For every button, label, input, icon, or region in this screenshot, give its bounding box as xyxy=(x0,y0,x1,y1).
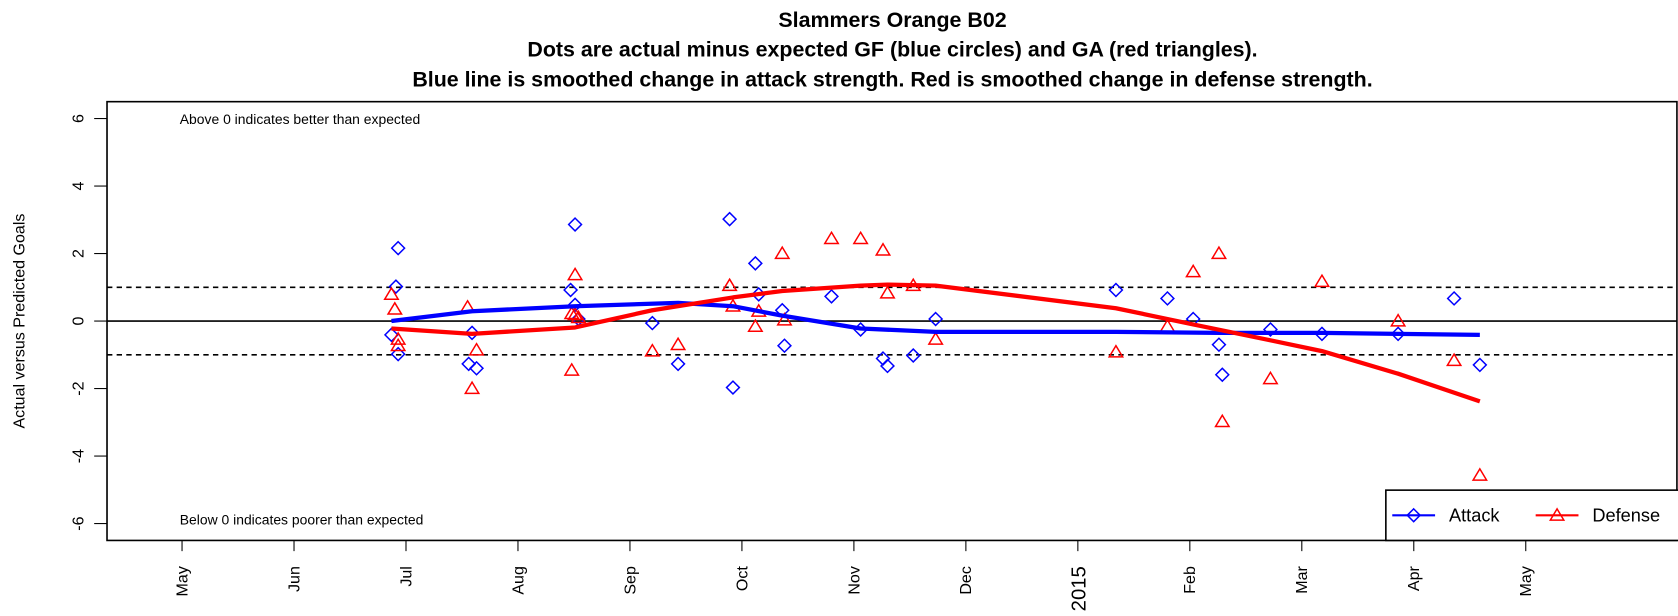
data-point xyxy=(1107,344,1124,358)
data-point xyxy=(721,277,738,292)
data-point xyxy=(1214,367,1230,383)
y-tick-label: -2 xyxy=(69,381,87,395)
y-tick-label: 0 xyxy=(69,317,87,326)
legend-label: Attack xyxy=(1449,506,1500,526)
data-point xyxy=(1214,413,1231,428)
legend-marker xyxy=(1406,507,1422,523)
y-tick-label: -6 xyxy=(69,516,87,530)
plot-frame xyxy=(106,100,1678,542)
annotation: Above 0 indicates better than expected xyxy=(180,111,420,127)
y-tick-label: -4 xyxy=(69,449,87,463)
data-point xyxy=(1313,273,1331,288)
data-point xyxy=(390,337,407,352)
y-tick-label: 6 xyxy=(69,114,87,123)
annotation: Below 0 indicates poorer than expected xyxy=(180,511,424,527)
data-point xyxy=(1446,290,1462,306)
data-point xyxy=(1471,467,1488,481)
data-point xyxy=(644,343,661,357)
data-point xyxy=(1262,370,1279,385)
data-point xyxy=(463,380,481,395)
data-point xyxy=(880,358,895,374)
data-point xyxy=(563,282,579,298)
x-tick-label: May xyxy=(173,566,191,596)
data-point xyxy=(1185,263,1202,278)
data-point xyxy=(388,279,404,295)
data-point xyxy=(852,230,869,245)
x-tick-label: Jul xyxy=(397,566,415,587)
data-point xyxy=(469,360,485,376)
x-tick-label: Sep xyxy=(621,566,639,595)
data-point xyxy=(725,380,741,396)
data-point xyxy=(1262,322,1278,337)
data-point xyxy=(905,348,921,363)
x-tick-label: Dec xyxy=(957,566,975,595)
data-point xyxy=(776,312,793,326)
x-tick-label: 2015 xyxy=(1068,566,1090,611)
y-tick-label: 2 xyxy=(69,249,87,258)
data-point xyxy=(567,297,583,313)
x-tick-label: Apr xyxy=(1405,565,1423,591)
data-point xyxy=(390,240,406,256)
chart-subtitle: Dots are actual minus expected GF (blue … xyxy=(527,38,1257,62)
x-tick-label: Mar xyxy=(1293,565,1311,593)
data-point xyxy=(879,285,896,299)
chart-title: Slammers Orange B02 xyxy=(778,8,1006,32)
data-point xyxy=(1210,245,1228,260)
data-point xyxy=(1390,313,1407,327)
data-point xyxy=(1108,282,1124,298)
data-point xyxy=(390,346,406,362)
data-point xyxy=(464,325,480,341)
data-point xyxy=(670,356,686,372)
data-point xyxy=(567,306,584,321)
data-point xyxy=(563,362,580,376)
legend-label: Defense xyxy=(1592,506,1660,526)
data-point xyxy=(468,342,485,356)
x-tick-label: Oct xyxy=(733,566,751,592)
data-point xyxy=(1446,352,1463,367)
data-point xyxy=(670,336,687,351)
data-point xyxy=(563,305,580,320)
data-point xyxy=(386,301,403,315)
data-point xyxy=(776,338,792,354)
data-point xyxy=(928,311,944,327)
data-point xyxy=(1159,290,1175,306)
smooth-line xyxy=(391,282,1481,404)
data-point xyxy=(824,288,839,304)
data-point xyxy=(644,315,660,331)
data-point xyxy=(722,211,738,227)
data-point xyxy=(1211,337,1227,353)
data-point xyxy=(461,356,477,372)
data-point xyxy=(823,230,840,245)
data-point xyxy=(383,327,399,343)
data-point xyxy=(390,331,407,345)
y-tick-label: 4 xyxy=(69,182,87,191)
x-tick-label: Feb xyxy=(1181,566,1199,594)
data-point xyxy=(567,266,584,281)
data-point xyxy=(747,318,764,333)
y-axis-label: Actual versus Predicted Goals xyxy=(11,214,29,429)
chart-subtitle: Blue line is smoothed change in attack s… xyxy=(412,68,1372,92)
data-point xyxy=(383,286,400,300)
smooth-line xyxy=(391,300,1480,338)
data-point xyxy=(567,217,583,233)
data-point xyxy=(927,331,944,345)
data-point xyxy=(1472,357,1488,373)
data-point xyxy=(874,242,892,256)
data-point xyxy=(747,255,763,271)
x-tick-label: Aug xyxy=(509,566,527,595)
x-tick-label: Jun xyxy=(285,566,303,592)
legend-marker xyxy=(1549,507,1566,521)
x-tick-label: Nov xyxy=(845,566,863,595)
x-tick-label: May xyxy=(1517,566,1535,596)
data-point xyxy=(570,309,587,324)
legend: Attack Defense xyxy=(1385,489,1678,542)
data-point xyxy=(774,245,791,260)
